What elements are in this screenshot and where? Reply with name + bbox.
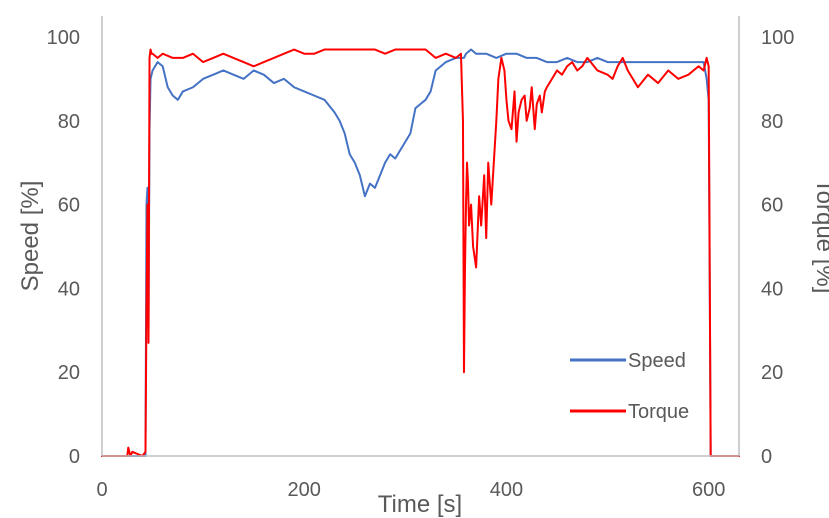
- right-y-axis-title: Torque [%]: [811, 179, 829, 294]
- series-line-torque: [101, 48, 740, 457]
- x-tick-label: 400: [490, 479, 523, 501]
- series-layer: [101, 48, 740, 457]
- left-y-tick-label: 20: [58, 362, 80, 384]
- x-tick-label: 0: [96, 479, 107, 501]
- series-line-speed: [101, 48, 740, 457]
- left-y-tick-labels: 0 20 40 60 80 100: [47, 27, 80, 468]
- right-y-tick-labels: 0 20 40 60 80 100: [761, 27, 794, 468]
- right-y-tick-label: 40: [761, 278, 783, 300]
- left-y-tick-label: 40: [58, 278, 80, 300]
- left-y-tick-label: 80: [58, 111, 80, 133]
- right-y-tick-label: 80: [761, 111, 783, 133]
- legend: Speed Torque: [570, 350, 689, 423]
- legend-speed-label: Speed: [628, 350, 686, 372]
- x-tick-label: 600: [692, 479, 725, 501]
- x-tick-labels: 0 200 400 600: [96, 479, 725, 501]
- x-tick-label: 200: [288, 479, 321, 501]
- left-y-tick-label: 0: [69, 446, 80, 468]
- left-y-tick-label: 100: [47, 27, 80, 49]
- right-y-tick-label: 100: [761, 27, 794, 49]
- right-y-tick-label: 60: [761, 195, 783, 217]
- right-y-tick-label: 20: [761, 362, 783, 384]
- x-axis-title: Time [s]: [378, 491, 462, 518]
- left-y-tick-label: 60: [58, 195, 80, 217]
- right-y-tick-label: 0: [761, 446, 772, 468]
- left-y-axis-title: Speed [%]: [17, 181, 44, 292]
- legend-torque-label: Torque: [628, 401, 689, 423]
